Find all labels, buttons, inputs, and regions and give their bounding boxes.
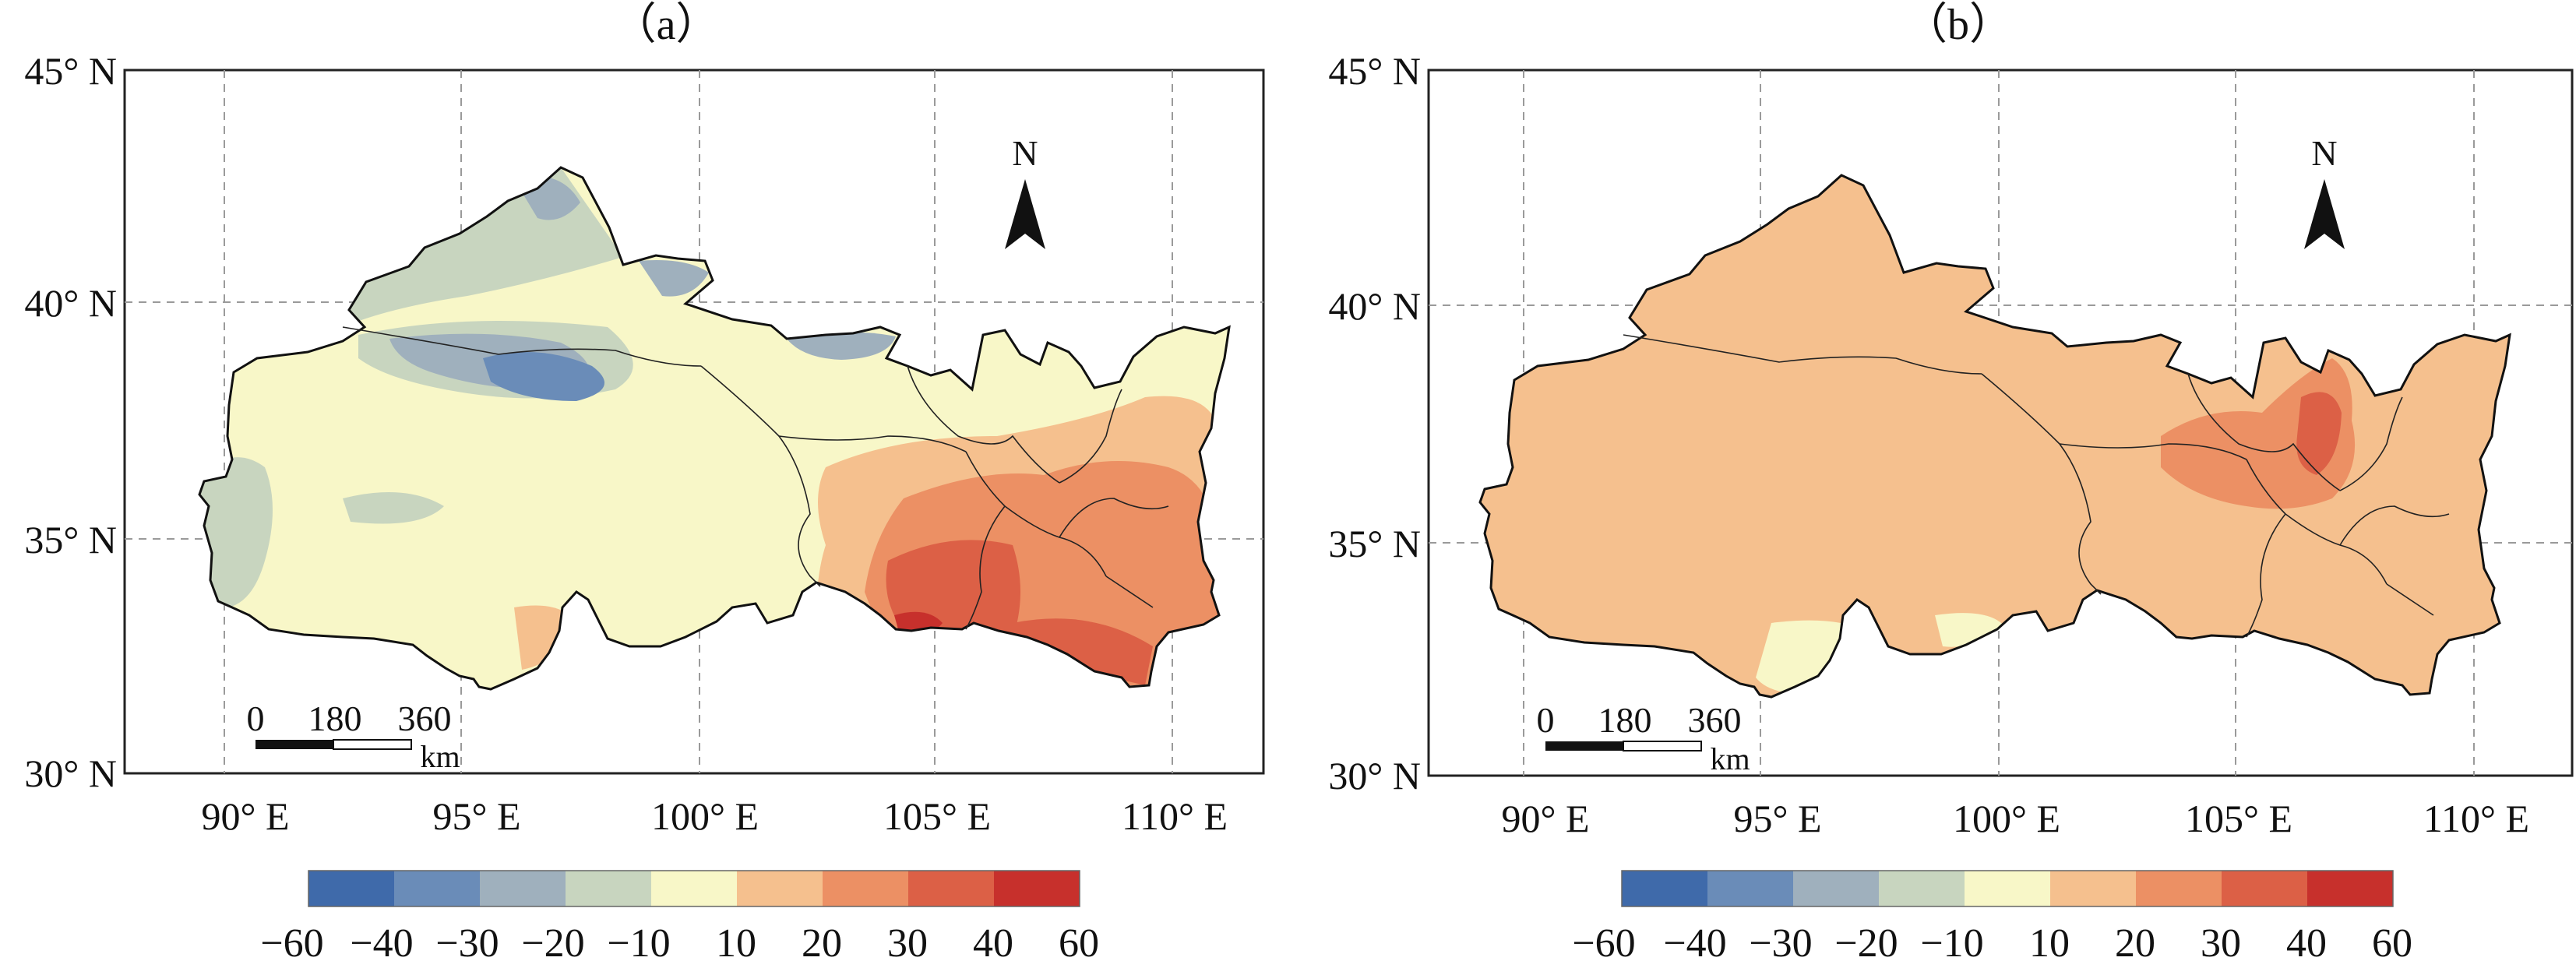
- colorbar-tick: −60: [1572, 921, 1635, 966]
- scale-bar: 0 180 360 km: [247, 699, 460, 774]
- colorbar-tick: 60: [1059, 921, 1099, 966]
- colorbar-swatch: [566, 871, 651, 906]
- lon-label-110: 110° E: [1122, 794, 1228, 838]
- colorbar-swatch: [308, 871, 394, 906]
- colorbar-swatch: [1707, 871, 1793, 906]
- lat-label-45: 45° N: [1328, 49, 1421, 93]
- colorbar-tick: −20: [521, 921, 584, 966]
- colorbar-swatch: [1965, 871, 2050, 906]
- colorbar-swatch: [394, 871, 480, 906]
- field-cool-west: [199, 457, 273, 609]
- field-hot: [2296, 392, 2342, 475]
- lat-labels: 45° N 40° N 35° N 30° N: [1328, 49, 1421, 797]
- scale-unit: km: [1710, 741, 1750, 776]
- north-arrow-icon: N: [2304, 133, 2345, 249]
- map-figure-a: （a） 45° N 40° N 35° N 30° N 90° E 95° E …: [24, 1, 1265, 966]
- colorbar-ticks: −60 −40 −30 −20 −10 10 20 30 40 60: [260, 921, 1099, 966]
- colorbar-swatch: [480, 871, 566, 906]
- scale-tick-0: 0: [247, 699, 265, 738]
- colorbar-tick: −30: [1749, 921, 1812, 966]
- colorbar-tick: −10: [607, 921, 670, 966]
- colorbar-tick: 10: [2029, 921, 2070, 966]
- colorbar: [308, 870, 1080, 907]
- map-figure-b: （b） 45° N 40° N 35° N 30° N 90° E 95° E …: [1328, 1, 2574, 966]
- colorbar-tick: −10: [1920, 921, 1983, 966]
- colorbar-tick: 40: [973, 921, 1013, 966]
- lon-label-90: 90° E: [201, 794, 289, 838]
- colorbar-swatch: [1793, 871, 1879, 906]
- colorbar-tick: −20: [1834, 921, 1898, 966]
- lat-label-45: 45° N: [24, 49, 117, 93]
- panel-label: （a）: [613, 1, 720, 49]
- colorbar-swatch: [994, 871, 1080, 906]
- colorbar-swatch: [2307, 871, 2393, 906]
- lat-label-30: 30° N: [24, 751, 117, 795]
- scale-tick-180: 180: [1598, 700, 1652, 740]
- scale-tick-180: 180: [308, 699, 362, 738]
- scale-unit: km: [420, 739, 460, 774]
- province-boundaries: [342, 326, 1169, 630]
- colorbar-swatch: [908, 871, 994, 906]
- colorbar-tick: −30: [435, 921, 499, 966]
- north-label: N: [2311, 133, 2337, 173]
- lon-label-95: 95° E: [432, 794, 520, 838]
- colorbar-tick: 30: [2201, 921, 2241, 966]
- field-neutral-spot: [1935, 613, 2005, 647]
- lon-label-95: 95° E: [1733, 797, 1821, 840]
- colorbar-tick: −40: [350, 921, 413, 966]
- lat-label-35: 35° N: [1328, 522, 1421, 565]
- field-cold: [483, 352, 604, 401]
- lat-label-30: 30° N: [1328, 754, 1421, 797]
- scale-tick-360: 360: [1688, 700, 1742, 740]
- colorbar-tick: 60: [2372, 921, 2412, 966]
- lon-label-105: 105° E: [2185, 797, 2292, 840]
- province-boundaries: [1623, 334, 2450, 638]
- lat-labels: 45° N 40° N 35° N 30° N: [24, 49, 117, 795]
- lon-label-100: 100° E: [651, 794, 759, 838]
- colorbar-swatch: [2050, 871, 2136, 906]
- field-cooler-east: [787, 332, 896, 360]
- panel-label: （b）: [1904, 1, 2013, 49]
- lon-labels: 90° E 95° E 100° E 105° E 110° E: [1501, 797, 2529, 840]
- colorbar-swatch: [1622, 871, 1707, 906]
- scale-bar: 0 180 360 km: [1537, 700, 1750, 776]
- lon-label-110: 110° E: [2423, 797, 2529, 840]
- colorbar-tick: −40: [1663, 921, 1726, 966]
- scale-tick-360: 360: [398, 699, 452, 738]
- colorbar-tick: 40: [2286, 921, 2327, 966]
- colorbar-tick: 20: [2115, 921, 2155, 966]
- colorbar-swatch: [651, 871, 737, 906]
- lon-label-100: 100° E: [1953, 797, 2060, 840]
- colorbar-swatch: [2136, 871, 2222, 906]
- lon-label-105: 105° E: [883, 794, 991, 838]
- panel-b: （b） 45° N 40° N 35° N 30° N 90° E 95° E …: [1288, 0, 2576, 975]
- field-cool-spot: [343, 492, 444, 524]
- lon-label-90: 90° E: [1501, 797, 1589, 840]
- colorbar-ticks: −60 −40 −30 −20 −10 10 20 30 40 60: [1572, 921, 2412, 966]
- lat-label-35: 35° N: [24, 518, 117, 561]
- field-hot-south: [1013, 618, 1153, 685]
- north-arrow-icon: N: [1005, 133, 1045, 249]
- panel-a: （a） 45° N 40° N 35° N 30° N 90° E 95° E …: [24, 1, 1265, 966]
- lat-label-40: 40° N: [24, 281, 117, 325]
- colorbar-swatch: [2222, 871, 2307, 906]
- colorbar: [1621, 870, 2394, 907]
- colorbar-tick: 20: [802, 921, 842, 966]
- colorbar-swatch: [737, 871, 823, 906]
- colorbar-swatch: [823, 871, 908, 906]
- north-label: N: [1012, 133, 1038, 173]
- scale-tick-0: 0: [1537, 700, 1555, 740]
- field-cooler-ne: [639, 260, 709, 297]
- lat-label-40: 40° N: [1328, 284, 1421, 328]
- lon-labels: 90° E 95° E 100° E 105° E 110° E: [201, 794, 1228, 838]
- colorbar-tick: 30: [887, 921, 928, 966]
- colorbar-tick: −60: [260, 921, 323, 966]
- colorbar-tick: 10: [716, 921, 756, 966]
- colorbar-swatch: [1879, 871, 1965, 906]
